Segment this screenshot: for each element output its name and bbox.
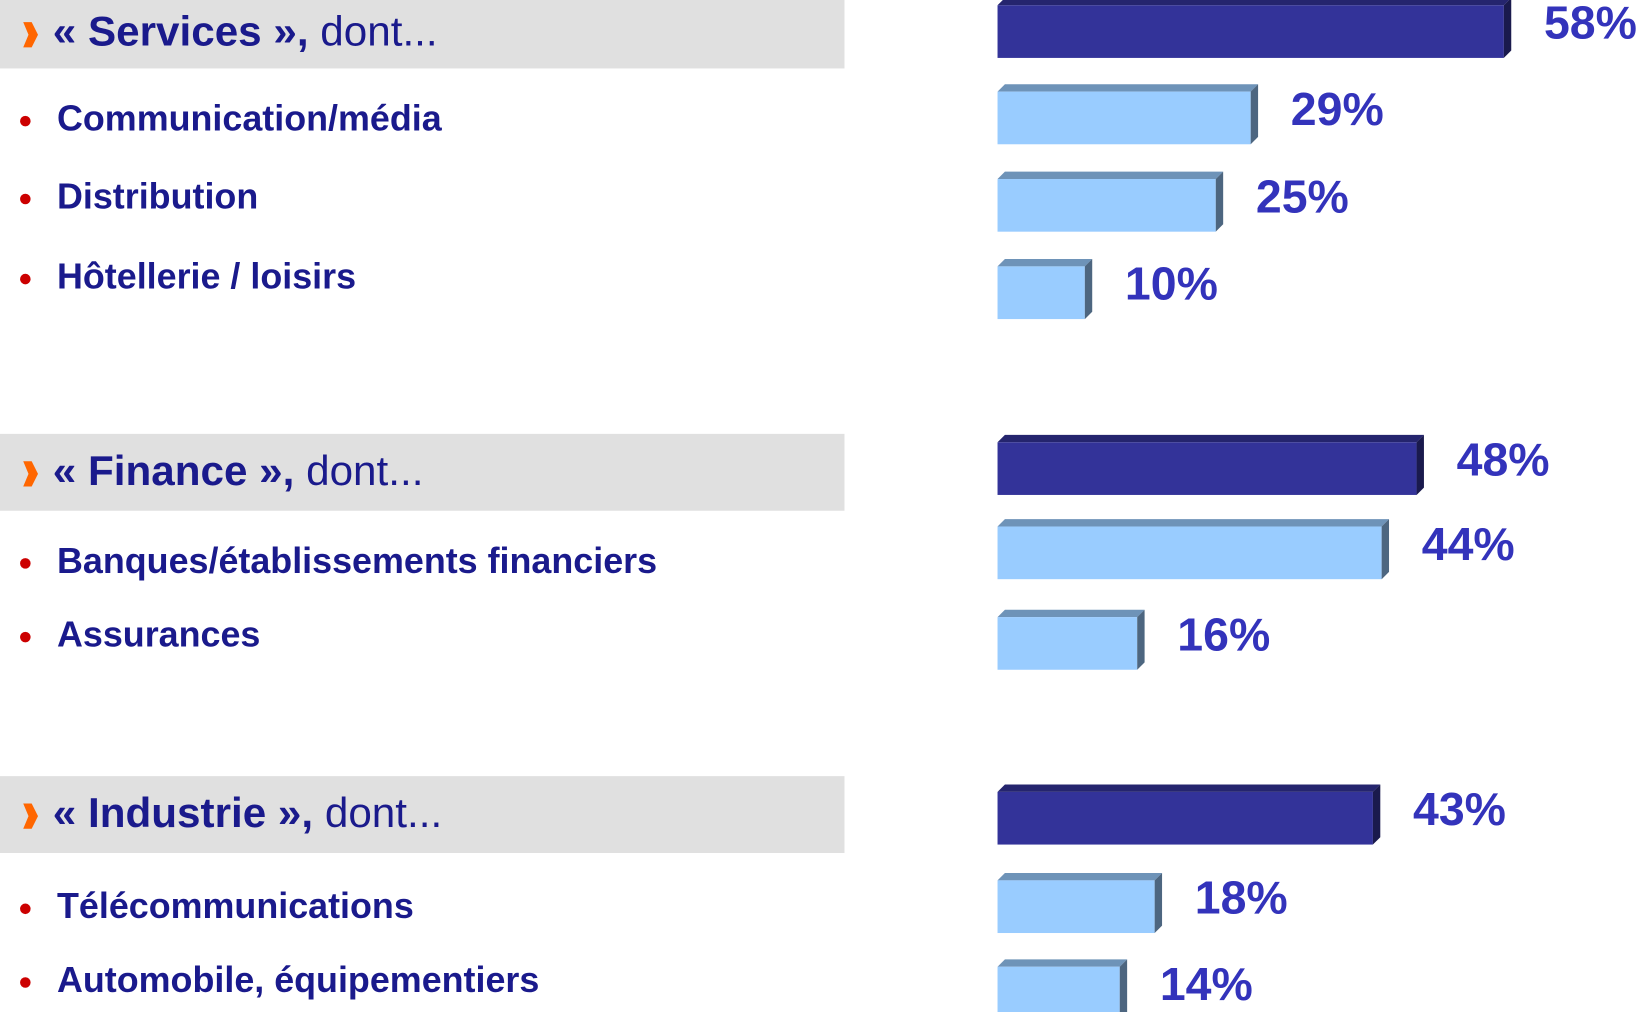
group-title-rest: dont...: [313, 789, 442, 836]
bar: [997, 791, 1373, 845]
bar: [997, 966, 1120, 1012]
bar-top: [997, 84, 1259, 92]
value-label: 44%: [1422, 518, 1515, 570]
bar: [997, 266, 1085, 320]
category-label: Distribution: [57, 177, 258, 217]
bar-side: [1137, 609, 1145, 670]
value-label: 58%: [1544, 0, 1637, 49]
bar-side: [1250, 84, 1259, 145]
group-arrow: [23, 803, 39, 829]
bar-side: [1154, 872, 1163, 934]
category-label: Communication/média: [57, 99, 443, 139]
bar-top: [997, 959, 1128, 967]
group-band: [0, 0, 845, 69]
group-band: [0, 776, 845, 853]
bar: [997, 617, 1138, 670]
group-title-bold: « Industrie »,: [53, 789, 313, 836]
bullet: [20, 273, 31, 285]
bar: [997, 91, 1251, 145]
group-title-bold: « Services »,: [53, 8, 309, 55]
bar-top: [997, 519, 1390, 527]
bar-side: [1372, 784, 1381, 845]
value-label: 43%: [1413, 783, 1506, 835]
bar-side: [1119, 959, 1128, 1012]
bar-side: [1215, 171, 1224, 232]
bar-top: [997, 609, 1145, 618]
bar-side: [1416, 434, 1424, 495]
value-label: 14%: [1160, 958, 1253, 1010]
value-label: 18%: [1195, 872, 1288, 924]
bar-top: [997, 0, 1510, 6]
bullet: [20, 115, 31, 127]
group-title: « Industrie », dont...: [53, 789, 442, 836]
category-label: Assurances: [57, 615, 260, 655]
bar: [997, 179, 1216, 232]
bar-top: [997, 872, 1163, 881]
bar: [997, 442, 1417, 495]
bullet: [20, 558, 31, 569]
bar-top: [997, 434, 1424, 443]
category-label: Télécommunications: [57, 886, 414, 926]
bar: [997, 5, 1504, 58]
group-title: « Finance », dont...: [53, 447, 424, 494]
category-label: Automobile, équipementiers: [57, 960, 539, 1000]
group-title-rest: dont...: [294, 447, 423, 494]
value-label: 10%: [1125, 258, 1218, 310]
group-title: « Services », dont...: [53, 8, 438, 55]
group-title-rest: dont...: [309, 8, 438, 55]
category-label: Banques/établissements financiers: [57, 541, 657, 581]
category-label: Hôtellerie / loisirs: [57, 257, 356, 297]
group-band: [0, 433, 845, 511]
bar-top: [997, 171, 1224, 180]
bar-side: [1503, 0, 1512, 58]
value-label: 29%: [1291, 83, 1384, 135]
bullet: [20, 631, 31, 643]
bullet: [20, 193, 31, 205]
bullet: [20, 903, 31, 915]
bar-top: [997, 259, 1093, 267]
bar-side: [1084, 259, 1093, 320]
bar-side: [1381, 519, 1390, 580]
group-title-bold: « Finance »,: [53, 447, 295, 494]
bar: [997, 526, 1382, 580]
bullet: [20, 977, 31, 988]
value-label: 25%: [1256, 170, 1349, 222]
bar: [997, 880, 1155, 934]
group-arrow: [23, 461, 39, 487]
group-arrow: [23, 22, 39, 48]
value-label: 16%: [1177, 608, 1270, 660]
value-label: 48%: [1457, 434, 1550, 486]
bar-top: [997, 784, 1381, 792]
